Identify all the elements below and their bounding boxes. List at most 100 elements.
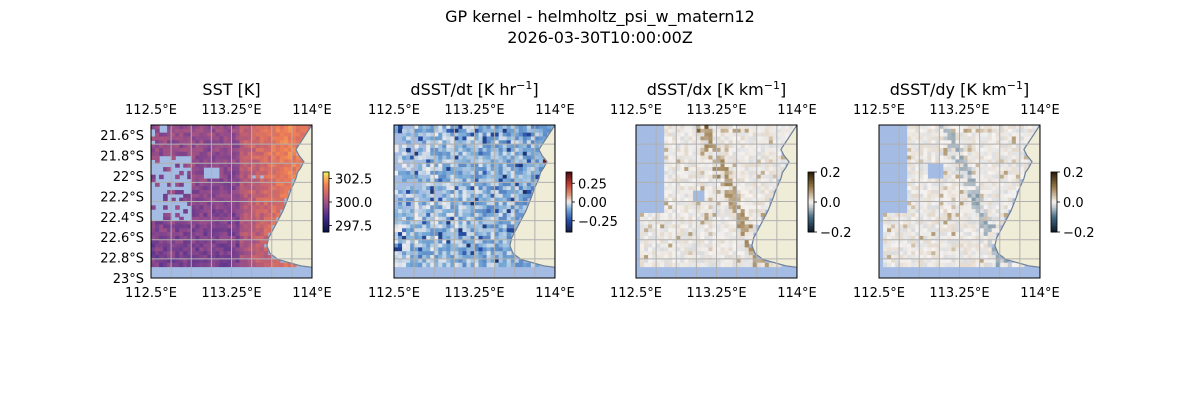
heatmap-cell xyxy=(518,190,524,195)
heatmap-cell xyxy=(223,228,229,233)
heatmap-cell xyxy=(466,205,472,210)
heatmap-cell xyxy=(704,224,710,229)
heatmap-cell xyxy=(752,182,758,187)
heatmap-cell xyxy=(438,235,443,241)
heatmap-cell xyxy=(744,125,750,130)
heatmap-cell xyxy=(478,255,484,260)
heatmap-cell xyxy=(756,212,762,218)
heatmap-cell xyxy=(442,205,447,210)
heatmap-cell xyxy=(971,147,977,153)
heatmap-cell xyxy=(756,262,762,268)
heatmap-cell xyxy=(183,193,188,199)
heatmap-cell xyxy=(931,144,936,149)
heatmap-cell xyxy=(903,262,908,268)
heatmap-cell xyxy=(227,125,233,130)
heatmap-cell xyxy=(752,228,758,233)
heatmap-cell xyxy=(951,167,957,172)
heatmap-cell xyxy=(498,247,504,252)
heatmap-cell xyxy=(299,132,305,138)
heatmap-cell xyxy=(943,151,949,157)
heatmap-cell xyxy=(502,132,508,138)
heatmap-cell xyxy=(223,209,229,214)
heatmap-cell xyxy=(696,220,702,226)
heatmap-cell xyxy=(987,205,993,210)
heatmap-cell xyxy=(526,167,532,172)
heatmap-cell xyxy=(247,239,253,245)
heatmap-cell xyxy=(967,144,973,149)
heatmap-cell xyxy=(263,159,269,164)
heatmap-cell xyxy=(191,239,196,245)
heatmap-cell xyxy=(450,182,455,187)
heatmap-cell xyxy=(271,190,277,195)
heatmap-cell xyxy=(466,136,472,141)
heatmap-cell xyxy=(676,136,681,141)
heatmap-cell xyxy=(430,212,435,218)
heatmap-cell xyxy=(768,178,774,183)
heatmap-cell xyxy=(478,232,484,237)
heatmap-cell xyxy=(971,163,977,168)
heatmap-cell xyxy=(163,243,168,248)
heatmap-cell xyxy=(688,220,693,226)
heatmap-cell xyxy=(410,174,415,180)
heatmap-cell xyxy=(919,224,924,229)
heatmap-cell xyxy=(159,174,164,180)
heatmap-cell xyxy=(207,136,212,141)
heatmap-cell xyxy=(927,262,932,268)
heatmap-cell xyxy=(494,232,500,237)
heatmap-cell xyxy=(951,136,957,141)
heatmap-cell xyxy=(442,232,447,237)
heatmap-cell xyxy=(243,209,249,214)
heatmap-cell xyxy=(422,262,427,268)
heatmap-cell xyxy=(1023,163,1029,168)
heatmap-cell xyxy=(227,159,233,164)
heatmap-cell xyxy=(454,216,460,222)
heatmap-cell xyxy=(430,220,435,226)
heatmap-cell xyxy=(959,128,965,134)
heatmap-cell xyxy=(255,186,261,191)
heatmap-cell xyxy=(223,201,229,206)
heatmap-cell xyxy=(215,190,221,195)
heatmap-cell xyxy=(672,205,677,210)
heatmap-cell xyxy=(410,209,415,214)
heatmap-cell xyxy=(752,212,758,218)
heatmap-cell xyxy=(1011,174,1017,180)
heatmap-cell xyxy=(760,262,766,268)
colorbar-segment xyxy=(566,226,572,228)
heatmap-cell xyxy=(955,136,961,141)
heatmap-cell xyxy=(462,232,468,237)
colorbar-segment xyxy=(808,173,814,176)
heatmap-cell xyxy=(418,216,423,222)
heatmap-cell xyxy=(223,144,229,149)
heatmap-cell xyxy=(191,136,196,141)
heatmap-cell xyxy=(271,205,277,210)
heatmap-cell xyxy=(704,132,710,138)
heatmap-cell xyxy=(422,167,427,172)
heatmap-cell xyxy=(708,258,714,264)
heatmap-cell xyxy=(402,136,407,141)
heatmap-cell xyxy=(215,128,221,134)
colorbar-tick-label: 300.0 xyxy=(335,196,372,211)
heatmap-cell xyxy=(259,128,265,134)
heatmap-cell xyxy=(676,186,681,191)
heatmap-cell xyxy=(1003,147,1009,153)
heatmap-cell xyxy=(764,193,770,199)
heatmap-cell xyxy=(203,147,208,153)
heatmap-cell xyxy=(239,147,245,153)
heatmap-cell xyxy=(752,174,758,180)
heatmap-cell xyxy=(700,255,706,260)
heatmap-cell xyxy=(514,167,520,172)
heatmap-cell xyxy=(263,224,269,229)
heatmap-cell xyxy=(259,144,265,149)
heatmap-cell xyxy=(708,151,714,157)
heatmap-cell xyxy=(688,205,693,210)
heatmap-cell xyxy=(951,216,957,222)
heatmap-cell xyxy=(163,235,168,241)
heatmap-cell xyxy=(939,193,945,199)
heatmap-cell xyxy=(486,228,492,233)
heatmap-cell xyxy=(955,186,961,191)
heatmap-cell xyxy=(530,174,536,180)
heatmap-cell xyxy=(668,251,673,256)
heatmap-cell xyxy=(231,258,237,264)
heatmap-cell xyxy=(764,159,770,164)
heatmap-cell xyxy=(215,255,221,260)
